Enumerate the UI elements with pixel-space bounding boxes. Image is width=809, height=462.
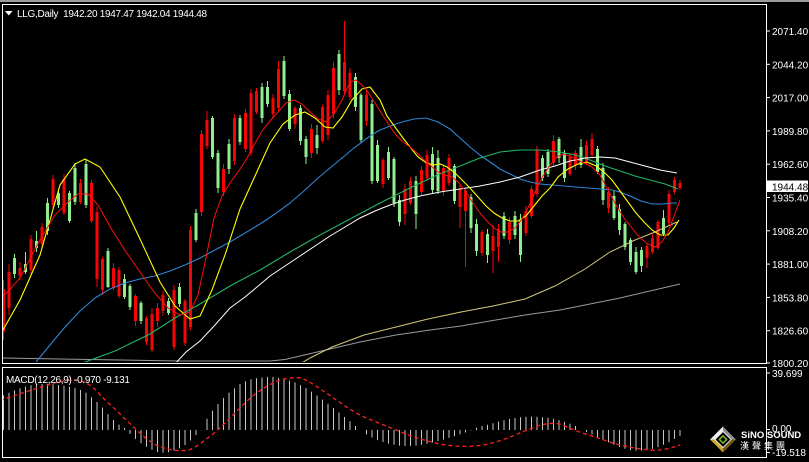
svg-text:1908.20: 1908.20 [772, 227, 809, 238]
svg-text:SiNO SOUND: SiNO SOUND [741, 430, 801, 441]
svg-text:1853.80: 1853.80 [772, 293, 809, 304]
svg-text:2071.40: 2071.40 [772, 27, 809, 38]
svg-text:2044.20: 2044.20 [772, 60, 809, 71]
svg-text:1826.60: 1826.60 [772, 327, 809, 338]
svg-text:1881.00: 1881.00 [772, 260, 809, 271]
svg-text:1935.40: 1935.40 [772, 194, 809, 205]
svg-text:MACD(12,26,9) -0.970 -9.131: MACD(12,26,9) -0.970 -9.131 [6, 375, 130, 386]
svg-text:2017.00: 2017.00 [772, 94, 809, 105]
svg-text:1962.60: 1962.60 [772, 160, 809, 171]
svg-text:-19.518: -19.518 [772, 448, 806, 459]
svg-text:漢聲集團: 漢聲集團 [740, 440, 788, 451]
svg-text:1944.48: 1944.48 [772, 183, 809, 194]
svg-text:LLG,Daily 1942.20 1947.47 194: LLG,Daily 1942.20 1947.47 1942.04 1944.4… [17, 9, 208, 20]
svg-text:1800.20: 1800.20 [772, 359, 809, 370]
svg-text:0.00: 0.00 [772, 424, 792, 435]
svg-text:39.699: 39.699 [772, 369, 803, 380]
svg-text:1989.80: 1989.80 [772, 127, 809, 138]
